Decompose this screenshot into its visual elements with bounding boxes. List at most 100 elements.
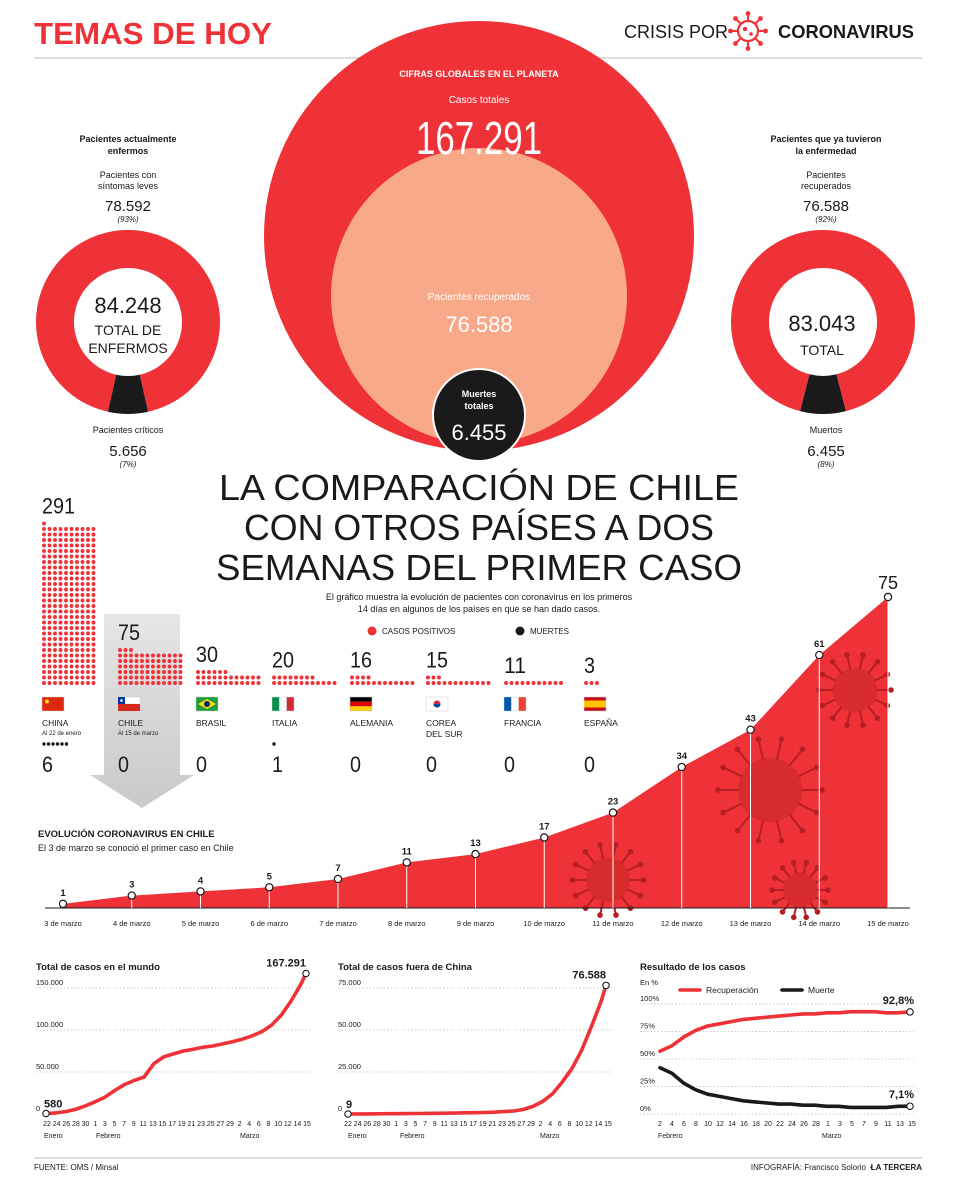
flag-part	[279, 697, 287, 711]
virus-spike-tip	[755, 736, 762, 743]
virus-spike-tip	[814, 764, 820, 771]
mini-month-label: Marzo	[240, 1133, 260, 1140]
case-dot	[69, 659, 74, 663]
case-dot	[361, 675, 365, 680]
case-dot	[86, 576, 90, 581]
case-dot	[201, 675, 206, 680]
mini-end-point	[906, 1102, 914, 1110]
virus-spike	[722, 802, 743, 814]
mini-x-tick-label: 1	[826, 1121, 830, 1128]
case-dot	[47, 626, 52, 630]
case-dot	[86, 560, 90, 564]
mini-x-tick-label: 24	[53, 1121, 61, 1128]
chile-x-tick-label: 10 de marzo	[523, 919, 565, 928]
case-dot	[134, 681, 139, 685]
mini-end-point	[302, 969, 310, 978]
case-dot	[64, 615, 68, 619]
mini-x-tick-label: 1	[93, 1121, 97, 1128]
case-dot	[69, 604, 74, 608]
case-dot	[47, 560, 52, 564]
case-dot	[75, 615, 79, 619]
case-dot	[118, 681, 122, 685]
chile-data-label: 5	[267, 871, 273, 882]
case-dot	[69, 675, 74, 680]
case-dot	[316, 681, 320, 685]
case-dot	[553, 681, 558, 685]
global-recovered-value: 76.588	[445, 312, 512, 337]
legend-cases-label: CASOS POSITIVOS	[382, 627, 455, 636]
case-dot	[542, 681, 547, 685]
virus-spike-tip	[771, 875, 778, 881]
chile-data-label: 23	[608, 797, 619, 808]
country-flag	[271, 696, 295, 712]
critical-value: 5.656	[109, 443, 147, 460]
closed-recovered-label-1: Pacientes	[806, 170, 846, 180]
mini-chart-title: Resultado de los casos	[640, 962, 746, 973]
case-dot	[537, 681, 541, 685]
case-dot	[145, 653, 150, 658]
case-dot	[595, 681, 599, 685]
case-dot	[167, 670, 172, 674]
case-dot	[288, 675, 293, 680]
case-dot	[69, 549, 74, 553]
case-dot	[91, 587, 96, 592]
virus-spike-tip	[613, 842, 619, 848]
case-dot	[151, 675, 155, 680]
virus-spike-tip	[597, 842, 603, 848]
case-dot	[80, 554, 85, 559]
closed-donut	[731, 230, 916, 415]
case-dot	[123, 648, 128, 652]
case-dot	[405, 681, 409, 685]
case-dot	[91, 571, 96, 575]
death-dot	[60, 742, 64, 746]
case-dot	[156, 653, 161, 658]
case-dot	[69, 587, 74, 592]
case-dot	[80, 648, 85, 652]
footer-separator: •	[870, 1163, 873, 1172]
case-dot	[207, 675, 211, 680]
case-dot	[80, 598, 85, 603]
case-dot	[91, 653, 96, 658]
case-dot	[47, 532, 52, 537]
case-dot	[69, 565, 74, 570]
virus-spike	[797, 766, 818, 778]
case-dot	[47, 587, 52, 592]
mini-x-tick-label: 13	[149, 1121, 157, 1128]
case-dot	[58, 598, 63, 603]
legend-deaths-swatch	[515, 626, 525, 636]
case-dot	[167, 675, 172, 680]
case-dot	[64, 538, 68, 542]
mini-series-line	[346, 983, 608, 1116]
case-dot	[75, 560, 79, 564]
mini-end-label: 76.588	[572, 969, 606, 981]
country-note: Al 22 de enero	[42, 731, 82, 737]
global-deaths-value: 6.455	[451, 420, 506, 445]
flag-part	[350, 706, 372, 711]
case-dot	[75, 543, 79, 548]
case-dot	[162, 681, 166, 685]
flag-part	[433, 704, 441, 708]
case-dot	[86, 527, 90, 531]
case-dot	[151, 653, 155, 658]
country-name: CHINA	[42, 718, 69, 728]
case-dot	[129, 681, 133, 685]
case-dot	[53, 642, 57, 647]
case-dot	[86, 604, 90, 608]
case-dot	[470, 681, 474, 685]
case-dot	[431, 681, 436, 685]
country-cases-value: 11	[504, 653, 526, 678]
mini-x-tick-label: 26	[800, 1121, 808, 1128]
global-total-value: 167.291	[416, 112, 542, 164]
mini-x-tick-label: 16	[740, 1121, 748, 1128]
mini-x-tick-label: 6	[682, 1121, 686, 1128]
case-dot	[47, 664, 52, 669]
case-dot	[80, 681, 85, 685]
virus-spike-tip	[888, 687, 894, 693]
mini-x-tick-label: 3	[103, 1121, 107, 1128]
mini-x-tick-label: 27	[216, 1121, 224, 1128]
case-dot	[366, 675, 371, 680]
death-dot	[51, 742, 55, 746]
case-dot	[531, 681, 536, 685]
case-dot	[69, 631, 74, 636]
chile-chart-subtitle: El 3 de marzo se conoció el primer caso …	[38, 843, 234, 853]
